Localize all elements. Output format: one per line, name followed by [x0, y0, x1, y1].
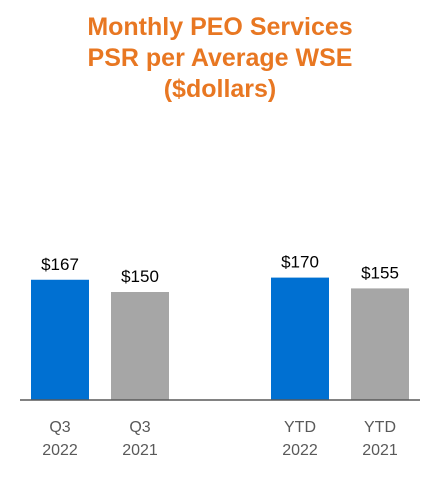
x-tick-label-2-line-1: YTD	[284, 419, 316, 436]
labels-group: $167 Q3 2022 $150 Q3 2021 $170 YTD 2022 $155 YTD 20…	[41, 253, 399, 459]
x-tick-label-0-line-2: 2022	[42, 442, 78, 459]
x-tick-label-1-line-2: 2021	[122, 442, 158, 459]
chart-title: Monthly PEO Services PSR per Average WSE…	[0, 12, 440, 105]
x-tick-label-2-line-2: 2022	[282, 442, 318, 459]
bar-2	[271, 277, 329, 400]
chart-title-line-1: Monthly PEO Services	[87, 13, 353, 41]
bar-0	[31, 279, 89, 400]
bar-value-label-0: $167	[41, 255, 79, 274]
bar-3	[351, 288, 409, 400]
x-tick-label-3-line-2: 2021	[362, 442, 398, 459]
bar-value-label-3: $155	[361, 263, 399, 282]
bar-1	[111, 292, 169, 400]
x-tick-label-3-line-1: YTD	[364, 419, 396, 436]
bars-group	[31, 277, 409, 400]
chart-title-line-3: ($dollars)	[163, 75, 277, 103]
x-tick-label-1-line-1: Q3	[129, 419, 150, 436]
chart-title-line-2: PSR per Average WSE	[87, 44, 353, 72]
x-tick-label-0-line-1: Q3	[49, 419, 70, 436]
bar-value-label-1: $150	[121, 267, 159, 286]
bar-value-label-2: $170	[281, 253, 319, 272]
